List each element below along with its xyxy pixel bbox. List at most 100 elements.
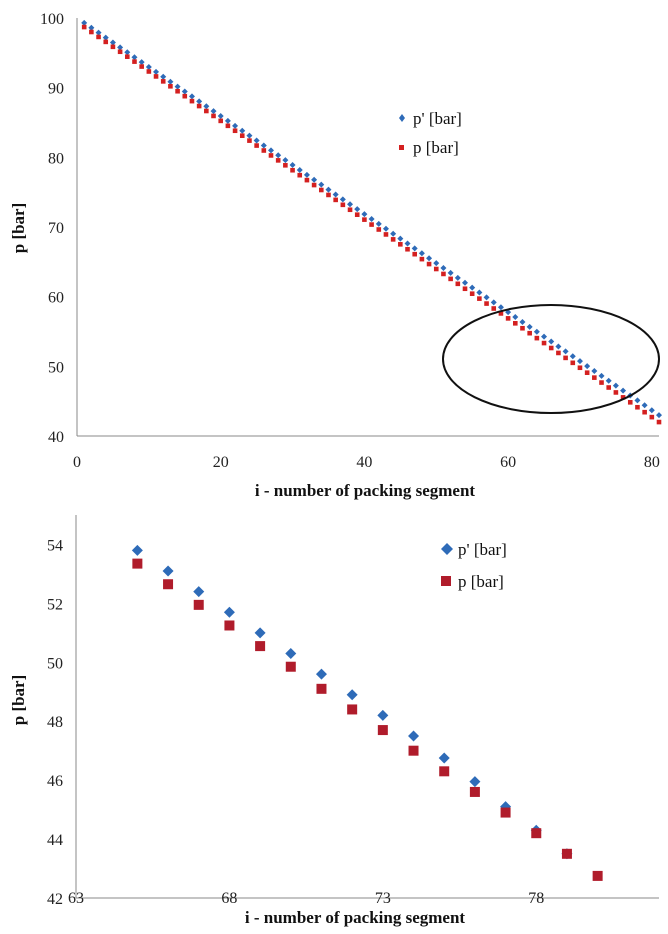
top-pprime-point — [188, 93, 195, 100]
top-p-point — [247, 138, 252, 143]
top-p-point — [261, 148, 267, 153]
bottom-pprime-point — [254, 627, 266, 639]
top-p-point — [89, 29, 94, 35]
top-p-point — [268, 153, 274, 158]
bottom-y-tick-label: 54 — [47, 537, 63, 554]
top-p-point — [383, 232, 389, 237]
top-p-point — [469, 291, 475, 296]
top-p-point — [103, 39, 109, 45]
top-pprime-point — [526, 323, 533, 330]
top-p-point — [477, 296, 482, 301]
top-p-point — [354, 212, 360, 217]
top-y-tick-label: 40 — [48, 429, 64, 446]
bottom-p-point — [224, 620, 235, 631]
top-p-point — [534, 335, 540, 341]
top-pprime-point — [397, 235, 404, 242]
top-pprime-point — [584, 363, 591, 370]
top-pprime-point — [368, 215, 375, 222]
legend-p-label: p [bar] — [458, 572, 504, 591]
top-x-tick-label: 40 — [356, 454, 372, 471]
top-p-point — [239, 133, 245, 138]
top-p-point — [462, 286, 468, 292]
top-pprime-point — [325, 186, 332, 193]
top-pprime-point — [562, 348, 569, 355]
top-pprime-point — [533, 328, 540, 335]
top-p-point — [218, 118, 224, 124]
top-p-point — [117, 49, 123, 55]
top-y-tick-label: 70 — [48, 220, 64, 237]
top-pprime-point — [490, 299, 497, 306]
bottom-y-tick-label: 46 — [47, 773, 63, 790]
top-pprime-point — [469, 284, 476, 291]
top-p-point — [441, 271, 446, 277]
top-p-point — [398, 242, 403, 247]
top-pprime-point — [138, 59, 145, 66]
bottom-p-point — [531, 828, 542, 839]
top-p-point — [347, 207, 353, 213]
top-p-point — [642, 409, 647, 415]
top-pprime-point — [648, 407, 655, 414]
top-p-point — [491, 306, 497, 311]
bottom-pprime-point — [285, 647, 297, 659]
top-x-tick-label: 60 — [500, 454, 516, 471]
top-p-point — [211, 113, 216, 119]
top-pprime-point — [160, 73, 167, 80]
legend-pprime-marker — [441, 543, 453, 555]
bottom-p-point — [469, 786, 480, 797]
top-pprime-point — [505, 309, 512, 316]
top-p-point — [290, 167, 295, 173]
bottom-p-point — [132, 558, 143, 569]
top-pprime-point — [598, 372, 605, 379]
top-x-tick-label: 80 — [644, 454, 660, 471]
bottom-y-tick-label: 52 — [47, 596, 63, 613]
top-x-tick-label: 20 — [213, 454, 229, 471]
top-p-point — [132, 59, 137, 64]
top-y-tick-label: 90 — [48, 81, 64, 98]
top-pprime-point — [282, 157, 289, 164]
top-p-point — [548, 345, 554, 351]
top-pprime-point — [462, 279, 468, 286]
bottom-y-tick-label: 50 — [47, 655, 63, 672]
top-pprime-point — [576, 358, 583, 365]
top-y-tick-label: 60 — [48, 290, 64, 307]
highlight-ellipse — [442, 304, 660, 414]
top-p-point — [556, 350, 561, 356]
top-p-point — [362, 217, 367, 222]
top-chart: 40 50 60 70 80 90 100 0 20 40 60 80 i - number of p… — [9, 11, 662, 500]
top-pprime-point — [354, 206, 361, 213]
top-pprime-point — [347, 201, 354, 208]
legend-pprime-label: p' [bar] — [413, 109, 462, 128]
legend-pprime-marker — [399, 114, 405, 122]
top-p-point — [196, 103, 202, 109]
top-p-point — [182, 93, 188, 99]
top-pprime-point — [440, 265, 447, 272]
top-p-point — [606, 385, 612, 390]
bottom-data-points — [131, 544, 603, 881]
top-p-point — [340, 202, 346, 208]
top-pprime-point — [612, 382, 619, 389]
top-pprime-point — [260, 142, 267, 149]
top-pprime-point — [634, 397, 641, 404]
top-pprime-point — [95, 29, 102, 36]
top-axes — [76, 18, 659, 437]
legend-p-label: p [bar] — [413, 138, 459, 157]
top-pprime-point — [174, 83, 181, 90]
bottom-pprime-point — [377, 709, 389, 721]
top-p-point — [376, 227, 382, 232]
top-p-point — [656, 419, 662, 425]
bottom-p-point — [285, 661, 296, 672]
bottom-y-axis-title: p [bar] — [9, 675, 28, 726]
top-p-point — [541, 340, 547, 346]
top-p-point — [304, 177, 310, 183]
top-pprime-point — [476, 289, 483, 296]
top-p-point — [275, 158, 281, 163]
top-y-tick-label: 50 — [48, 359, 64, 376]
top-pprime-point — [375, 220, 382, 227]
top-p-point — [96, 34, 101, 40]
top-tick-labels: 40 50 60 70 80 90 100 0 20 40 60 80 — [40, 11, 660, 471]
bottom-pprime-point — [438, 752, 450, 764]
bottom-pprime-point — [346, 689, 358, 701]
top-p-point — [613, 390, 619, 395]
top-pprime-point — [196, 98, 203, 105]
top-p-point — [232, 128, 238, 134]
